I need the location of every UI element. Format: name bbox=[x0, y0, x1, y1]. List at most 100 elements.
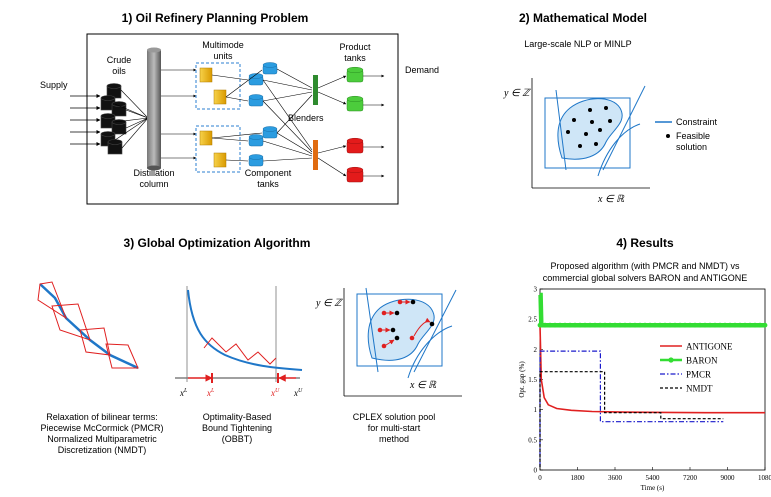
x-tick-label: 1800 bbox=[571, 474, 586, 482]
bound-xU-tight-label: xU bbox=[270, 388, 280, 398]
baron-marker bbox=[557, 322, 563, 328]
baron-marker bbox=[737, 322, 743, 328]
y-tick-label: 3 bbox=[534, 286, 538, 294]
y-axis-label: Opt. gap (%) bbox=[518, 361, 526, 398]
panel2-subtitle: Large-scale NLP or MINLP bbox=[524, 39, 631, 49]
product-tanks-label-2: tanks bbox=[344, 53, 366, 63]
product-tanks bbox=[346, 66, 364, 183]
multimode-units-label-1: Multimode bbox=[202, 40, 244, 50]
component-tanks bbox=[248, 62, 278, 167]
caption-right-3: method bbox=[379, 434, 409, 444]
pool-x-axis-label: x ∈ ℝ bbox=[409, 380, 437, 391]
legend-feasible-swatch bbox=[666, 134, 670, 138]
legend-feasible-label-2: solution bbox=[676, 142, 707, 152]
baron-marker bbox=[582, 322, 588, 328]
constraint-lines bbox=[555, 85, 646, 177]
multimode-box-bottom bbox=[195, 125, 241, 173]
blender-green bbox=[313, 75, 318, 105]
baron-marker bbox=[627, 322, 633, 328]
pool-constraint-lines bbox=[365, 287, 457, 379]
blenders-label: Blenders bbox=[288, 113, 324, 123]
distillation-label-1: Distillation bbox=[133, 168, 174, 178]
baron-marker bbox=[762, 322, 768, 328]
caption-mid-1: Optimality-Based bbox=[203, 412, 272, 422]
distillation-label-2: column bbox=[139, 179, 168, 189]
baron-marker bbox=[607, 322, 613, 328]
pool-start-points bbox=[377, 299, 435, 349]
y-tick-label: 1.5 bbox=[528, 376, 537, 384]
baron-marker bbox=[537, 322, 543, 328]
baron-marker bbox=[742, 322, 748, 328]
legend-label-antigone: ANTIGONE bbox=[686, 342, 733, 352]
crude-oil-tanks bbox=[100, 83, 127, 155]
unit-to-tank-lines bbox=[211, 69, 263, 162]
baron-marker bbox=[667, 322, 673, 328]
caption-right-2: for multi-start bbox=[368, 423, 421, 433]
legend-feasible-label-1: Feasible bbox=[676, 131, 710, 141]
series-line-baron bbox=[538, 292, 765, 328]
y-tick-label: 1 bbox=[534, 406, 538, 414]
baron-marker bbox=[577, 322, 583, 328]
multimode-units-label-2: units bbox=[213, 51, 233, 61]
x-axis-label: Time (s) bbox=[641, 484, 665, 492]
baron-marker bbox=[722, 322, 728, 328]
chart-plot-area bbox=[539, 288, 766, 471]
crude-oils-label-1: Crude bbox=[107, 55, 132, 65]
baron-marker bbox=[677, 322, 683, 328]
component-tanks-label-1: Component bbox=[245, 168, 292, 178]
panel4-title: 4) Results bbox=[616, 236, 674, 250]
x-tick-label: 9000 bbox=[721, 474, 736, 482]
y-tick-label: 2.5 bbox=[528, 316, 537, 324]
bound-xU-label: xU bbox=[293, 388, 303, 398]
tank-to-blender-lines bbox=[262, 68, 313, 162]
blender-orange bbox=[313, 140, 318, 170]
supply-arrows bbox=[70, 94, 101, 146]
baron-marker bbox=[707, 322, 713, 328]
baron-marker bbox=[622, 322, 628, 328]
pool-y-axis-label: y ∈ ℤ bbox=[315, 298, 343, 309]
baron-marker bbox=[597, 322, 603, 328]
baron-marker bbox=[567, 322, 573, 328]
supply-label: Supply bbox=[40, 80, 68, 90]
baron-marker bbox=[672, 322, 678, 328]
mccormick-sketch bbox=[37, 281, 139, 370]
legend-constraint-label: Constraint bbox=[676, 117, 718, 127]
legend-label-nmdt: NMDT bbox=[686, 384, 713, 394]
baron-marker bbox=[562, 322, 568, 328]
baron-marker bbox=[752, 322, 758, 328]
x-tick-label: 7200 bbox=[683, 474, 698, 482]
y-tick-label: 0 bbox=[534, 467, 538, 475]
model-bounding-box bbox=[544, 97, 631, 169]
baron-marker bbox=[682, 322, 688, 328]
baron-marker bbox=[612, 322, 618, 328]
multimode-units bbox=[199, 67, 227, 168]
baron-marker bbox=[632, 322, 638, 328]
caption-left-4: Discretization (NMDT) bbox=[58, 445, 147, 455]
baron-marker bbox=[657, 322, 663, 328]
caption-mid-2: Bound Tightening bbox=[202, 423, 272, 433]
baron-marker bbox=[712, 322, 718, 328]
caption-mid-3: (OBBT) bbox=[222, 434, 253, 444]
baron-marker bbox=[717, 322, 723, 328]
feasible-region bbox=[557, 98, 623, 160]
baron-marker bbox=[647, 322, 653, 328]
baron-marker bbox=[662, 322, 668, 328]
panel3-title: 3) Global Optimization Algorithm bbox=[124, 236, 311, 250]
baron-marker bbox=[757, 322, 763, 328]
baron-marker bbox=[572, 322, 578, 328]
baron-marker bbox=[692, 322, 698, 328]
y-tick-label: 0.5 bbox=[528, 436, 537, 444]
model-x-axis-label: x ∈ ℝ bbox=[597, 194, 625, 205]
baron-marker bbox=[547, 322, 553, 328]
crude-to-column-lines bbox=[114, 89, 149, 149]
multimode-box-top bbox=[195, 62, 241, 110]
baron-marker bbox=[727, 322, 733, 328]
baron-marker bbox=[542, 322, 548, 328]
y-tick-label: 2 bbox=[534, 346, 538, 354]
distillation-column bbox=[147, 47, 161, 171]
baron-marker bbox=[732, 322, 738, 328]
results-chart: 0 1800 3600 5400 7200 9000 108000.511.522.53Ti… bbox=[518, 286, 771, 493]
caption-right-1: CPLEX solution pool bbox=[353, 412, 436, 422]
x-tick-label: 3600 bbox=[608, 474, 623, 482]
model-y-axis-label: y ∈ ℤ bbox=[503, 88, 531, 99]
